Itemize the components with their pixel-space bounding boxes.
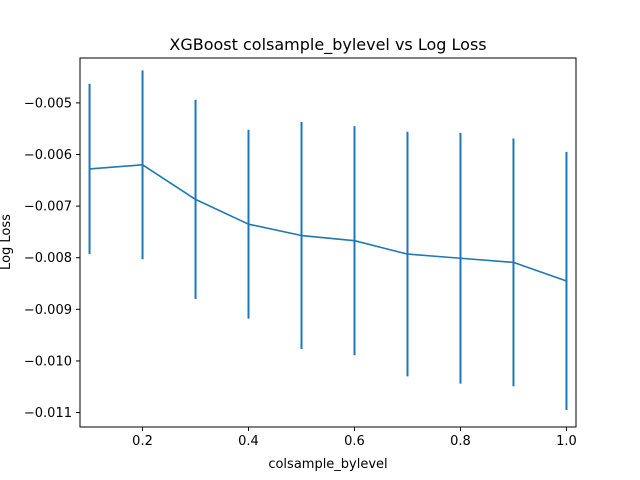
x-tick-label: 1.0: [556, 434, 577, 449]
data-point: [565, 280, 568, 282]
y-tick-label: −0.008: [24, 251, 72, 266]
data-point: [88, 168, 91, 170]
y-tick-label: −0.009: [24, 303, 72, 318]
data-point: [353, 239, 356, 242]
series-line: [89, 164, 567, 282]
data-point: [300, 234, 303, 237]
chart-title: XGBoost colsample_bylevel vs Log Loss: [169, 35, 486, 55]
x-tick-label: 0.8: [450, 434, 471, 449]
y-tick-label: −0.010: [24, 354, 72, 369]
x-tick-label: 0.6: [344, 434, 365, 449]
y-axis-label: Log Loss: [0, 214, 14, 270]
data-point: [512, 261, 515, 264]
x-tick-label: 0.4: [238, 434, 259, 449]
x-axis-label: colsample_bylevel: [268, 457, 387, 472]
y-tick-label: −0.007: [24, 200, 72, 215]
data-point: [406, 253, 409, 255]
y-axis: −0.011 −0.010 −0.009 −0.008 −0.007 −0.006 −0.0…: [24, 96, 80, 421]
x-tick-label: 0.2: [132, 434, 153, 449]
x-axis: 0.2 0.4 0.6 0.8 1.0: [132, 427, 577, 449]
axes-frame: [79, 57, 577, 428]
y-tick-label: −0.006: [24, 148, 72, 163]
y-tick-label: −0.005: [24, 96, 72, 111]
y-tick-label: −0.011: [24, 406, 72, 421]
data-point: [141, 164, 144, 166]
data-point: [247, 223, 250, 225]
data-point: [194, 198, 197, 201]
plot-area: [88, 70, 568, 410]
data-point: [459, 257, 462, 260]
